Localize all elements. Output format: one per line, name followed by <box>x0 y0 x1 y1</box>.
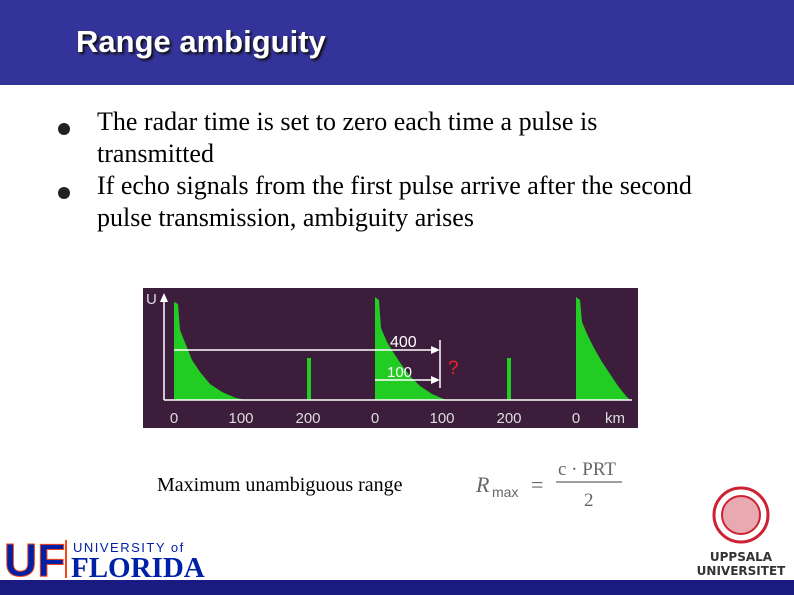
formula-subscript: max <box>492 484 518 500</box>
x-tick-label: 0 <box>371 410 379 427</box>
uppsala-line1: UPPSALA <box>710 550 773 564</box>
arrow-head <box>431 376 440 384</box>
arrow-head <box>160 293 168 302</box>
seal-center <box>721 495 761 535</box>
uf-abbr: UF <box>4 534 65 586</box>
uppsala-line2: UNIVERSITET <box>697 564 786 578</box>
footer-bar <box>0 580 794 595</box>
arrow-label: 100 <box>387 364 412 381</box>
echo <box>576 297 630 400</box>
header-bar <box>0 0 794 85</box>
x-tick-label: 200 <box>496 410 521 427</box>
arrow-label: 400 <box>390 334 417 351</box>
bullet-dot <box>58 123 70 135</box>
x-tick-label: 100 <box>228 410 253 427</box>
axis-label: U <box>146 291 157 308</box>
echo <box>507 358 511 400</box>
formula-equals: = <box>531 472 543 497</box>
slide-title: Range ambiguity <box>76 24 326 59</box>
x-tick-label: 0 <box>572 410 580 427</box>
x-tick-label: 200 <box>295 410 320 427</box>
echo-group <box>174 297 630 400</box>
formula-caption: Maximum unambiguous range <box>157 474 403 496</box>
x-tick-label: 0 <box>170 410 178 427</box>
echo <box>375 297 446 400</box>
echo <box>174 302 246 400</box>
formula-denominator: 2 <box>584 490 594 511</box>
formula-lhs: R <box>475 472 490 497</box>
arrow-head <box>431 346 440 354</box>
question-mark: ? <box>448 358 459 379</box>
seal-ring <box>712 486 770 544</box>
formula-numerator: c · PRT <box>558 459 616 480</box>
unit-label: km <box>605 410 625 427</box>
echo <box>307 358 311 400</box>
axes <box>163 300 632 401</box>
bullet-dot <box>58 187 70 199</box>
uf-line1: UNIVERSITY of <box>73 540 185 555</box>
x-tick-label: 100 <box>429 410 454 427</box>
bullet-text: The radar time is set to zero each time … <box>97 107 598 168</box>
bullet-text: If echo signals from the first pulse arr… <box>97 171 692 232</box>
uf-line2: FLORIDA <box>71 552 205 584</box>
